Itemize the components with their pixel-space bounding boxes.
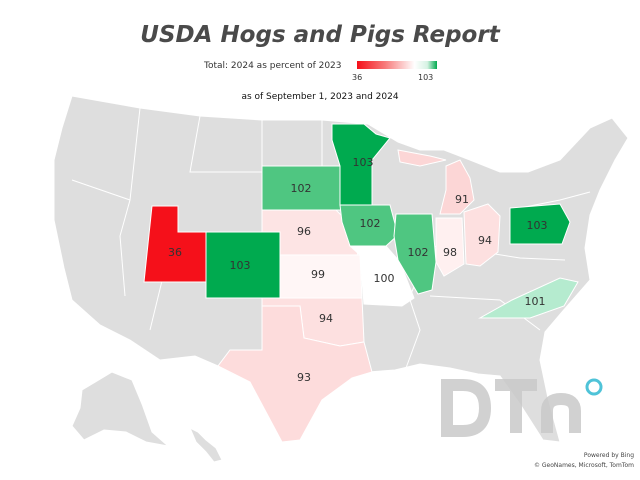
label-oklahoma: 94 [319,312,333,325]
legend-color-scale [357,61,437,69]
label-illinois: 102 [408,246,429,259]
label-utah: 36 [168,246,182,259]
credit-attribution: © GeoNames, Microsoft, TomTom [533,462,634,469]
colored-states [143,123,579,443]
legend-label: Total: 2024 as percent of 2023 [204,61,342,71]
label-pennsylvania: 103 [527,219,548,232]
state-ohio[interactable] [463,203,501,267]
dtn-watermark-logo [441,378,603,437]
label-minnesota: 103 [353,156,374,169]
credit-powered-by: Powered by Bing [583,452,634,459]
label-nebraska: 96 [297,225,311,238]
label-texas: 93 [297,371,311,384]
label-kansas: 99 [311,268,325,281]
legend-min-value: 36 [352,73,363,82]
hawaii [189,426,223,463]
label-south-dakota: 102 [291,182,312,195]
label-michigan: 91 [455,193,469,206]
state-north-carolina[interactable] [478,277,579,319]
map-subtitle: as of September 1, 2023 and 2024 [241,92,399,102]
label-north-carolina: 101 [525,295,546,308]
label-iowa: 102 [360,217,381,230]
state-indiana[interactable] [435,217,465,277]
state-minnesota[interactable] [331,123,391,206]
label-missouri: 100 [374,272,395,285]
label-ohio: 94 [478,234,492,247]
state-labels: 36 103 102 103 96 99 102 100 102 98 94 9… [168,156,548,384]
map-title: USDA Hogs and Pigs Report [140,22,500,48]
state-illinois[interactable] [393,213,437,295]
state-pennsylvania[interactable] [509,203,571,245]
alaska [71,371,170,447]
state-texas[interactable] [217,305,373,443]
state-michigan[interactable] [397,149,475,215]
legend-max-value: 103 [418,73,434,82]
label-colorado: 103 [230,259,251,272]
label-indiana: 98 [443,246,457,259]
state-missouri[interactable] [348,245,415,307]
